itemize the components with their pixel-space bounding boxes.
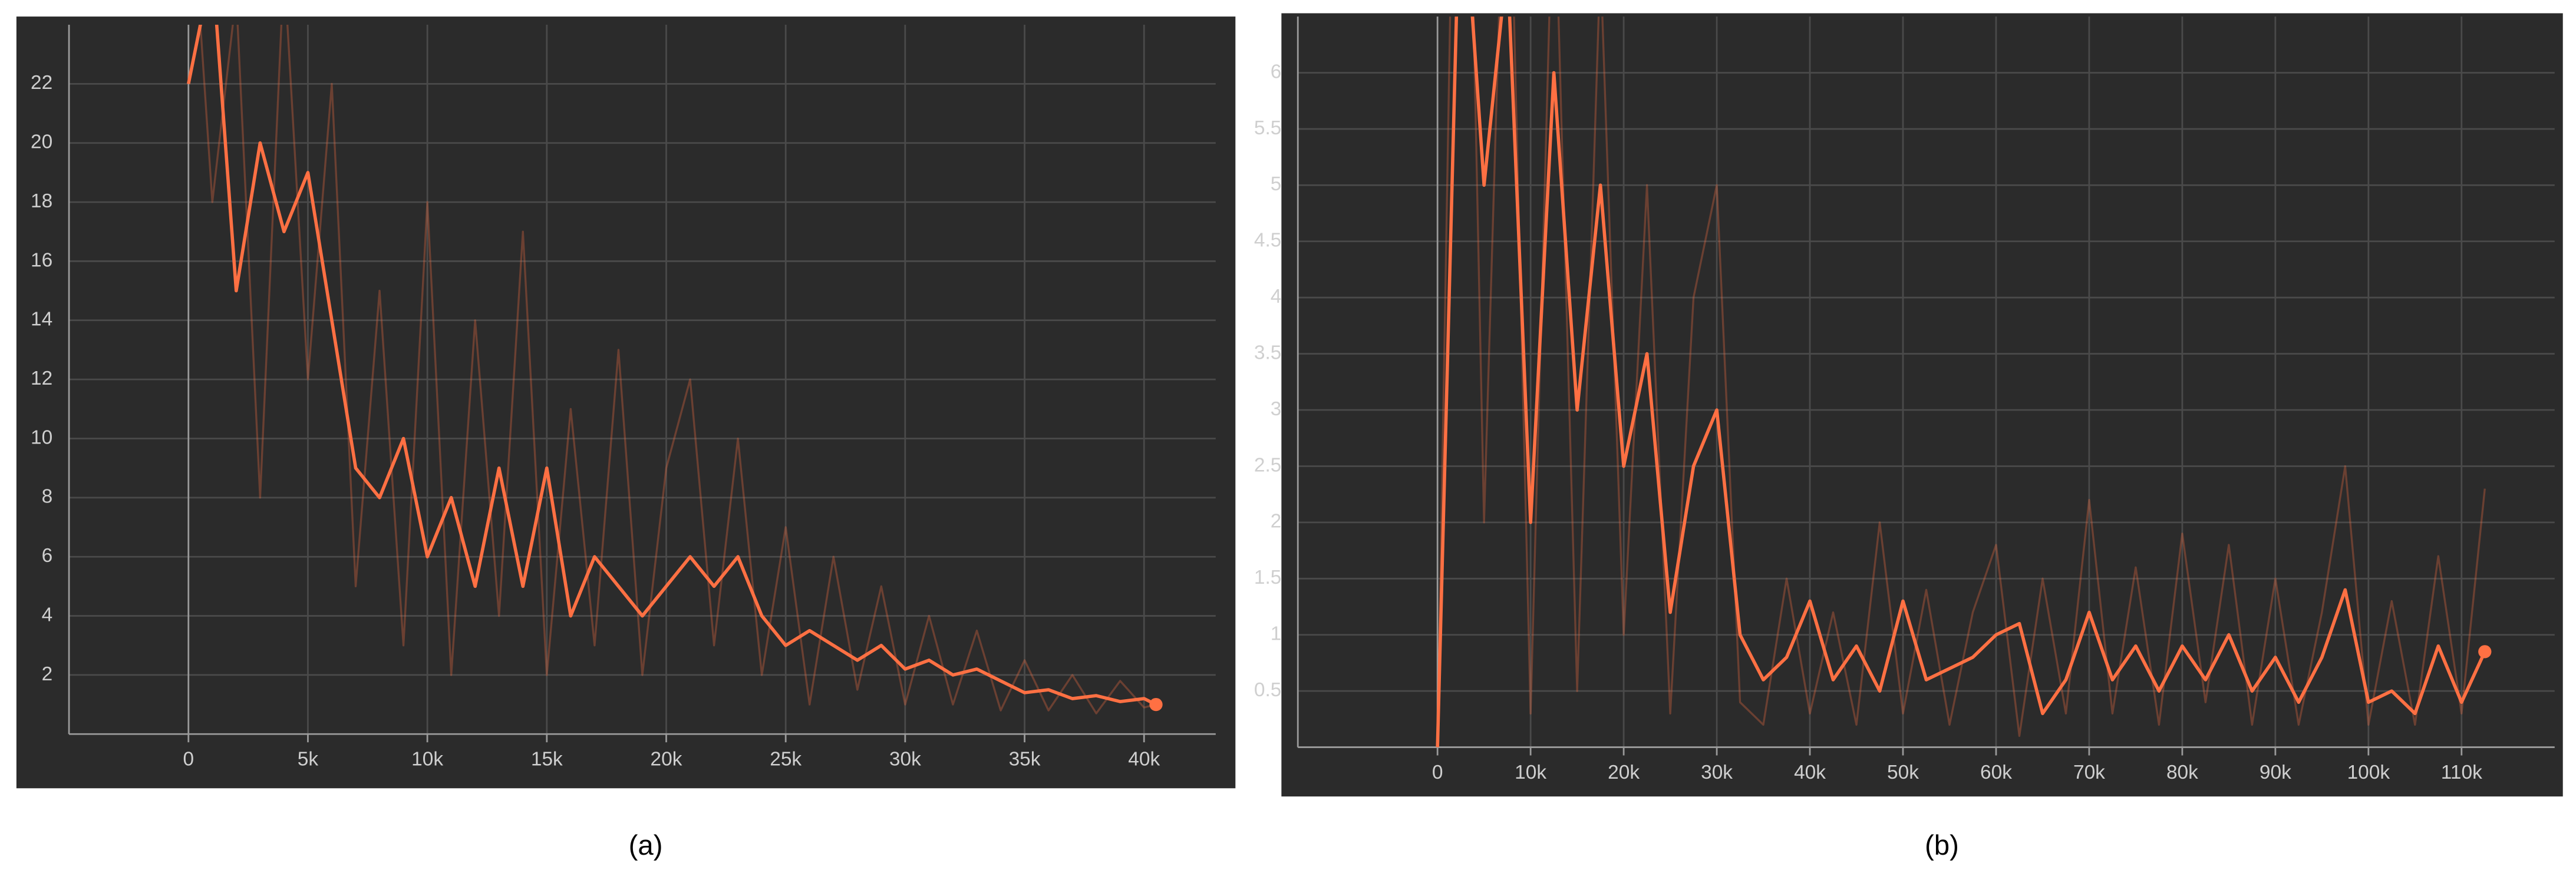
y-tick-label: 4 <box>1271 286 1282 307</box>
x-tick-label: 25k <box>770 749 802 770</box>
x-tick-label: 90k <box>2260 762 2291 783</box>
y-tick-label: 12 <box>31 368 52 389</box>
x-tick-label: 10k <box>1515 762 1546 783</box>
y-tick-label: 3 <box>1271 398 1282 420</box>
y-tick-label: 3.5 <box>1254 342 1281 363</box>
x-tick-label: 40k <box>1128 749 1160 770</box>
x-tick-label: 40k <box>1794 762 1826 783</box>
y-tick-label: 1.5 <box>1254 567 1281 588</box>
x-tick-label: 20k <box>1608 762 1640 783</box>
x-tick-label: 80k <box>2166 762 2198 783</box>
x-tick-label: 110k <box>2441 762 2482 783</box>
y-tick-label: 18 <box>31 190 52 212</box>
y-tick-label: 2.5 <box>1254 454 1281 476</box>
y-tick-label: 8 <box>42 486 53 508</box>
loss-line <box>1436 16 2486 747</box>
y-tick-label: 2 <box>42 663 53 685</box>
x-tick-label: 20k <box>651 749 682 770</box>
panel-b <box>1281 13 2563 797</box>
loss-line <box>187 25 1157 706</box>
y-tick-label: 4.5 <box>1254 230 1281 252</box>
end-marker <box>2478 645 2492 659</box>
y-tick-label: 2 <box>1271 511 1282 532</box>
y-tick-label: 1 <box>1271 623 1282 645</box>
x-tick-label: 35k <box>1009 749 1041 770</box>
x-tick-label: 0 <box>183 749 194 770</box>
panel-a <box>16 16 1236 789</box>
x-tick-label: 100k <box>2347 762 2390 783</box>
caption: (a) <box>629 830 663 861</box>
x-tick-label: 50k <box>1887 762 1919 783</box>
x-tick-label: 30k <box>1701 762 1733 783</box>
end-marker <box>1149 697 1163 712</box>
caption: (b) <box>1925 830 1959 861</box>
x-tick-label: 0 <box>1432 762 1443 783</box>
y-tick-label: 20 <box>31 131 52 153</box>
y-tick-label: 10 <box>31 426 52 448</box>
y-tick-label: 5.5 <box>1254 117 1281 139</box>
x-tick-label: 70k <box>2073 762 2105 783</box>
x-tick-label: 10k <box>411 749 443 770</box>
y-tick-label: 4 <box>42 604 53 626</box>
y-tick-label: 6 <box>42 545 53 567</box>
y-tick-label: 22 <box>31 72 52 94</box>
y-tick-label: 0.5 <box>1254 679 1281 701</box>
x-tick-label: 30k <box>889 749 921 770</box>
loss-line <box>199 25 1156 714</box>
y-tick-label: 5 <box>1271 173 1282 195</box>
loss-line <box>1436 16 2486 747</box>
x-tick-label: 60k <box>1980 762 2012 783</box>
y-tick-label: 16 <box>31 249 52 271</box>
x-tick-label: 5k <box>298 749 319 770</box>
x-tick-label: 15k <box>531 749 563 770</box>
y-tick-label: 6 <box>1271 61 1282 82</box>
y-tick-label: 14 <box>31 309 52 330</box>
